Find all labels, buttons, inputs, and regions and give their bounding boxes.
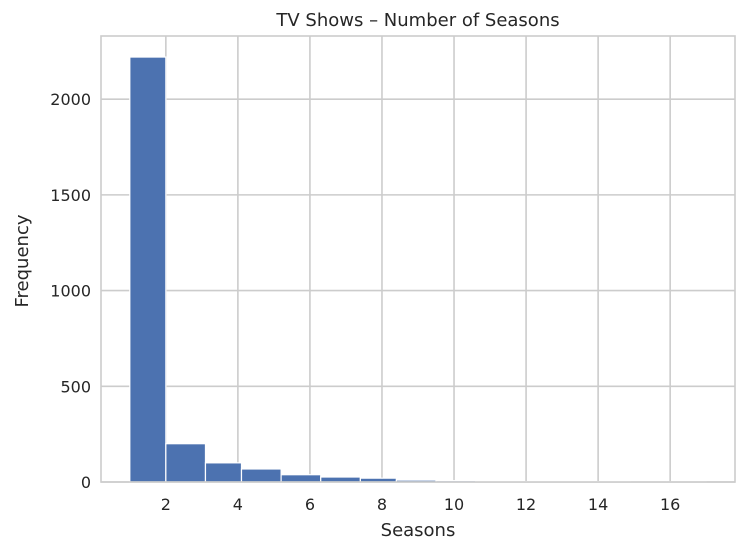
x-tick-label: 16 bbox=[660, 495, 680, 514]
y-tick-labels: 0 500 1000 1500 2000 bbox=[50, 90, 91, 492]
x-axis-title: Seasons bbox=[381, 520, 456, 541]
x-tick-label: 10 bbox=[444, 495, 464, 514]
x-tick-label: 14 bbox=[588, 495, 608, 514]
y-tick-label: 2000 bbox=[50, 90, 91, 109]
y-tick-label: 0 bbox=[81, 473, 91, 492]
x-tick-label: 6 bbox=[305, 495, 315, 514]
chart-title: TV Shows – Number of Seasons bbox=[275, 10, 559, 31]
plot-frame bbox=[100, 35, 736, 483]
histogram-bar bbox=[165, 443, 207, 483]
x-tick-labels: 2 4 6 8 10 12 14 16 bbox=[161, 495, 681, 514]
grid bbox=[101, 36, 735, 483]
y-tick-label: 500 bbox=[60, 377, 91, 396]
x-tick-label: 8 bbox=[377, 495, 387, 514]
histogram-bar bbox=[240, 468, 282, 483]
x-tick-label: 12 bbox=[516, 495, 536, 514]
histogram-bar bbox=[204, 462, 243, 483]
x-tick-label: 2 bbox=[161, 495, 171, 514]
histogram-bar bbox=[129, 56, 167, 483]
y-tick-label: 1000 bbox=[50, 282, 91, 301]
histogram-bar bbox=[280, 474, 322, 483]
y-axis-title: Frequency bbox=[12, 214, 33, 307]
x-tick-label: 4 bbox=[233, 495, 243, 514]
bars bbox=[129, 56, 707, 483]
y-tick-label: 1500 bbox=[50, 186, 91, 205]
